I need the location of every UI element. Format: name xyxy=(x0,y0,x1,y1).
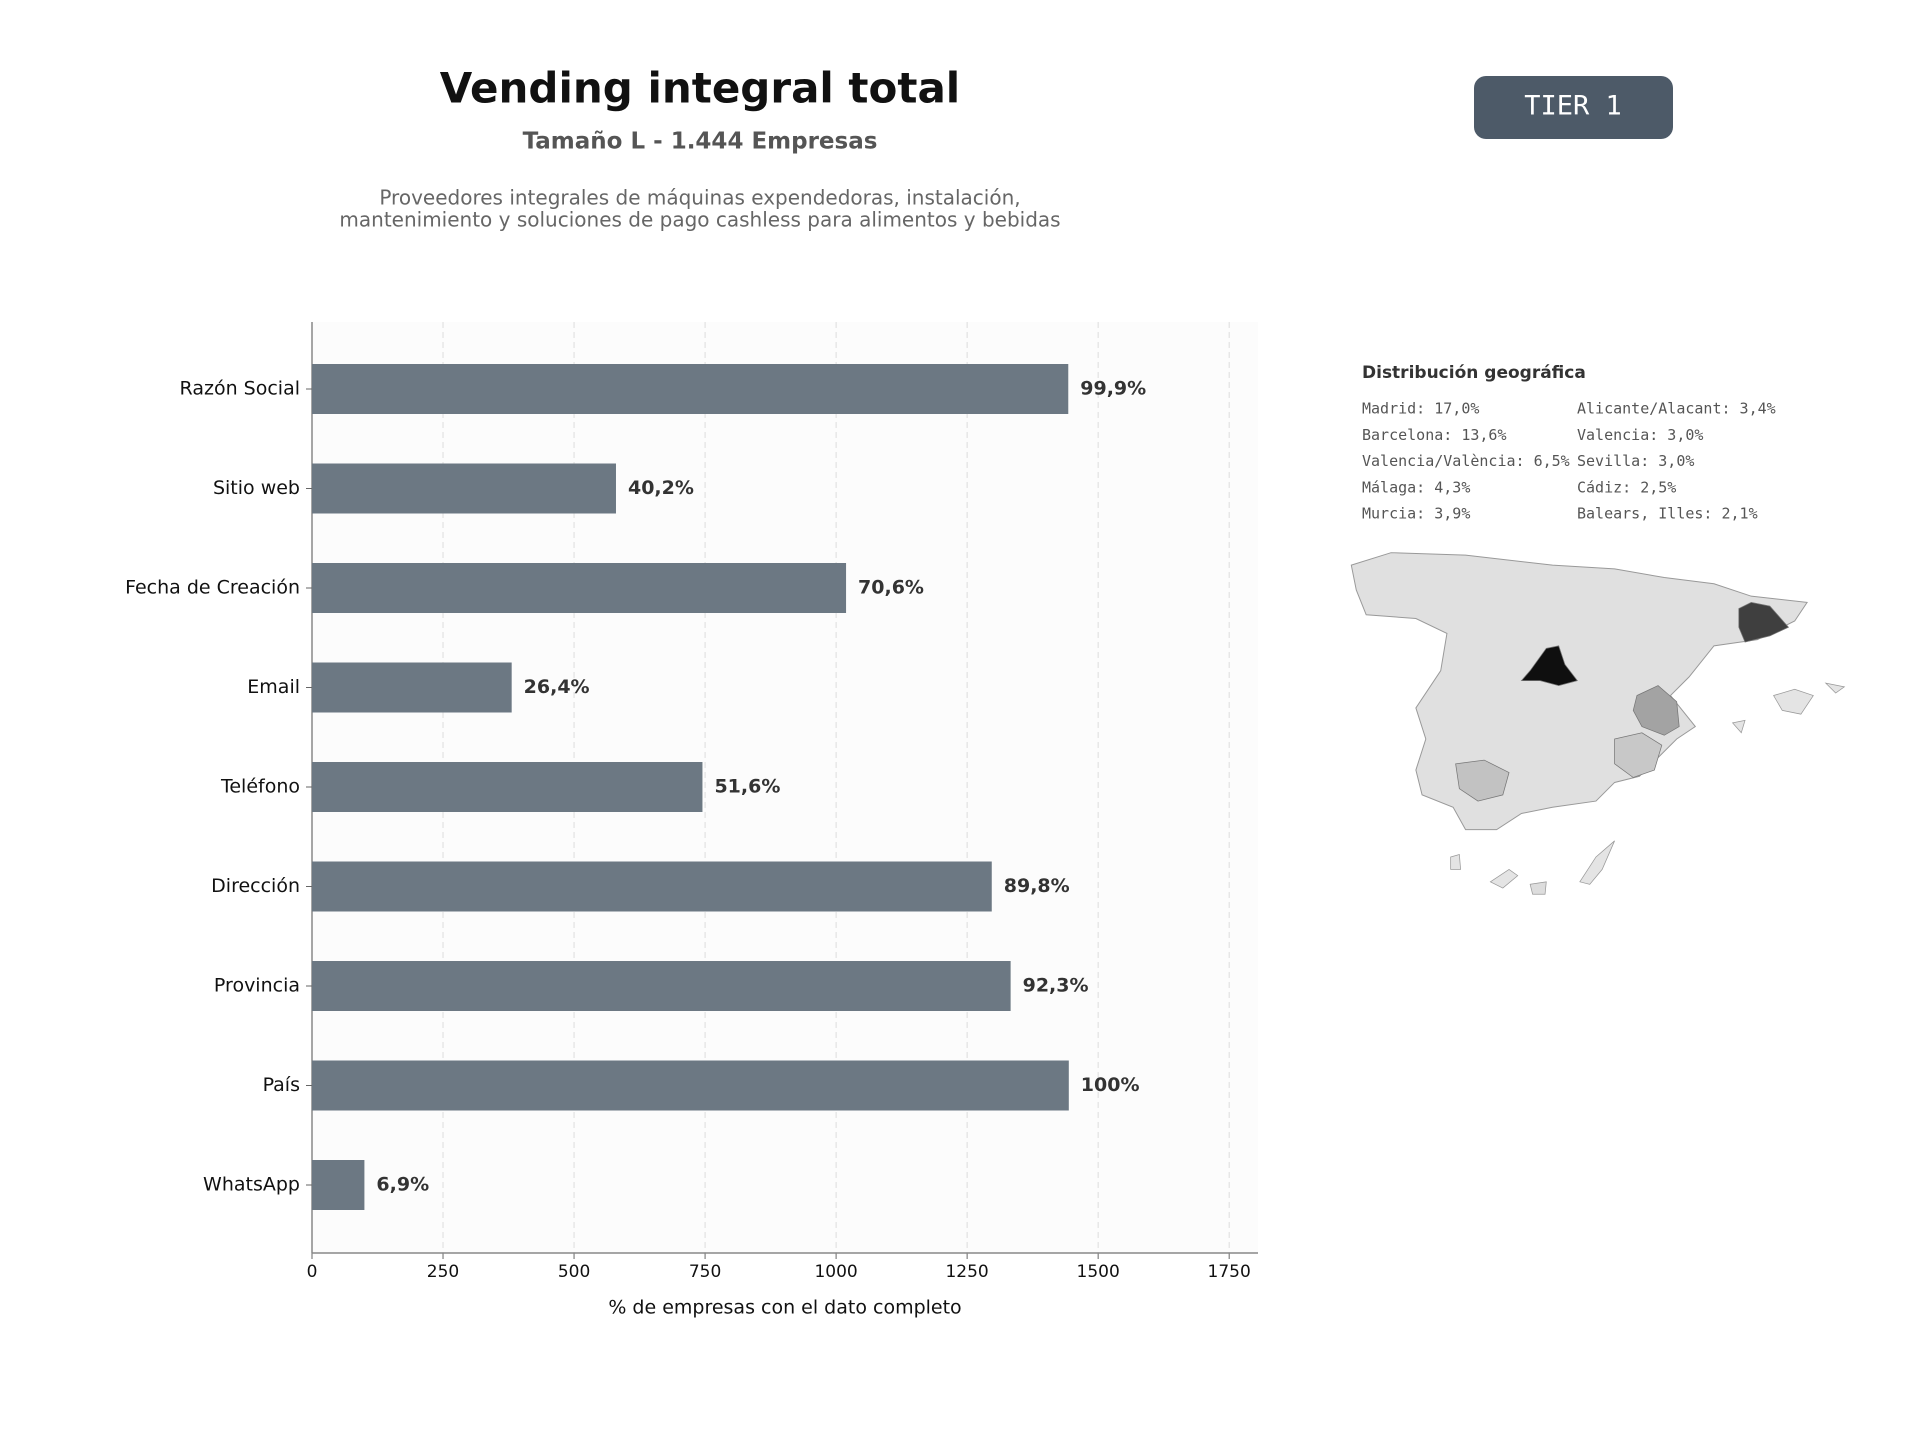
geo-item: Murcia: 3,9% xyxy=(1362,505,1470,523)
map-region xyxy=(1614,732,1663,778)
map-island xyxy=(1731,719,1746,734)
map xyxy=(1350,552,1846,895)
geo-item: Málaga: 4,3% xyxy=(1362,478,1470,496)
map-island xyxy=(1824,682,1846,694)
bar xyxy=(312,563,847,613)
geo-item: Valencia/València: 6,5% xyxy=(1362,452,1570,470)
value-label: 92,3% xyxy=(1023,975,1089,997)
bar xyxy=(312,1160,365,1210)
geo-item: Alicante/Alacant: 3,4% xyxy=(1577,400,1776,418)
map-island xyxy=(1489,868,1519,889)
x-tick-label: 1750 xyxy=(1208,1262,1251,1282)
map-island xyxy=(1450,854,1461,870)
bar xyxy=(312,662,512,713)
y-tick-label: Dirección xyxy=(211,875,300,897)
map-island xyxy=(1529,881,1547,895)
bar xyxy=(312,961,1011,1011)
x-tick-label: 750 xyxy=(689,1262,721,1282)
badge xyxy=(1474,76,1673,139)
description: mantenimiento y soluciones de pago cashl… xyxy=(339,208,1060,232)
geo-item: Barcelona: 13,6% xyxy=(1362,426,1507,444)
y-tick-label: Provincia xyxy=(214,975,300,997)
value-label: 99,9% xyxy=(1080,378,1146,400)
value-label: 51,6% xyxy=(714,776,780,798)
title: Vending integral total xyxy=(440,64,960,113)
x-tick-label: 1250 xyxy=(945,1262,988,1282)
bar xyxy=(312,861,992,912)
value-label: 100% xyxy=(1081,1074,1140,1096)
x-axis-label: % de empresas con el dato completo xyxy=(608,1297,961,1319)
y-tick-label: Sitio web xyxy=(213,477,300,499)
x-tick-label: 1000 xyxy=(814,1262,857,1282)
map-region xyxy=(1520,645,1578,686)
geo-item: Sevilla: 3,0% xyxy=(1577,452,1694,470)
bar xyxy=(312,463,616,514)
geo-item: Madrid: 17,0% xyxy=(1362,400,1479,418)
y-tick-label: País xyxy=(263,1074,300,1096)
value-label: 89,8% xyxy=(1004,875,1070,897)
map-region xyxy=(1455,759,1510,802)
bar xyxy=(312,1060,1069,1111)
map-region xyxy=(1632,685,1680,736)
x-tick-label: 500 xyxy=(558,1262,590,1282)
map-title: Distribución geográfica xyxy=(1362,363,1586,383)
x-tick-label: 250 xyxy=(427,1262,459,1282)
geo-item: Cádiz: 2,5% xyxy=(1577,478,1676,496)
value-label: 40,2% xyxy=(628,477,694,499)
bar xyxy=(312,364,1069,414)
y-tick-label: Razón Social xyxy=(180,378,300,400)
value-label: 26,4% xyxy=(524,676,590,698)
y-tick-label: Fecha de Creación xyxy=(125,577,300,599)
map-land xyxy=(1350,552,1808,831)
y-tick-label: Teléfono xyxy=(220,776,300,798)
map-region xyxy=(1738,601,1790,643)
badge-text: TIER 1 xyxy=(1524,91,1622,122)
geo-item: Balears, Illes: 2,1% xyxy=(1577,505,1758,523)
value-label: 6,9% xyxy=(376,1174,429,1196)
geo-item: Valencia: 3,0% xyxy=(1577,426,1703,444)
map-island xyxy=(1773,688,1814,715)
value-label: 70,6% xyxy=(858,577,924,599)
subtitle: Tamaño L - 1.444 Empresas xyxy=(523,129,878,155)
y-tick-label: Email xyxy=(247,676,300,698)
x-tick-label: 0 xyxy=(307,1262,318,1282)
description: Proveedores integrales de máquinas expen… xyxy=(379,186,1020,210)
bar xyxy=(312,762,703,812)
x-tick-label: 1500 xyxy=(1077,1262,1120,1282)
map-island xyxy=(1579,840,1615,885)
y-tick-label: WhatsApp xyxy=(203,1174,300,1196)
